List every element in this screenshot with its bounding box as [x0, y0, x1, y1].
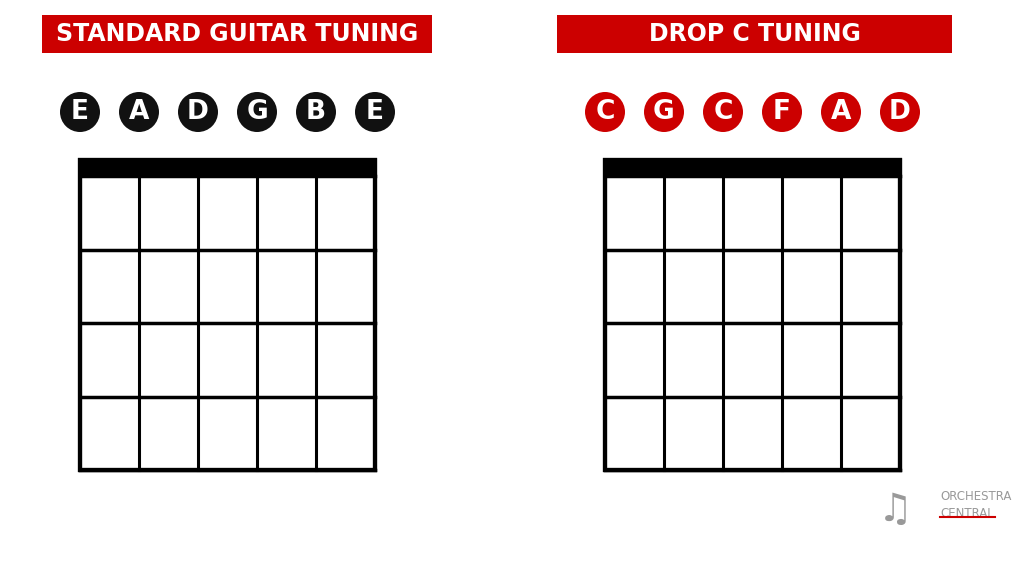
Circle shape: [880, 92, 920, 132]
Circle shape: [296, 92, 336, 132]
Text: C: C: [714, 99, 733, 125]
Circle shape: [237, 92, 278, 132]
Bar: [605, 160, 900, 470]
Bar: [80, 160, 375, 470]
Circle shape: [60, 92, 100, 132]
Text: G: G: [653, 99, 675, 125]
Text: A: A: [129, 99, 150, 125]
Bar: [605, 160, 900, 470]
Text: E: E: [366, 99, 384, 125]
Circle shape: [821, 92, 861, 132]
Circle shape: [585, 92, 625, 132]
Circle shape: [703, 92, 743, 132]
Text: B: B: [306, 99, 326, 125]
Text: STANDARD GUITAR TUNING: STANDARD GUITAR TUNING: [56, 22, 418, 46]
Circle shape: [644, 92, 684, 132]
Circle shape: [119, 92, 159, 132]
Text: D: D: [187, 99, 209, 125]
Bar: [42, 15, 432, 53]
Text: ORCHESTRA
CENTRAL: ORCHESTRA CENTRAL: [940, 490, 1012, 520]
Bar: [80, 160, 375, 176]
Text: ♫: ♫: [878, 491, 912, 529]
Text: C: C: [595, 99, 614, 125]
Text: DROP C TUNING: DROP C TUNING: [648, 22, 860, 46]
Bar: [557, 15, 952, 53]
Bar: [80, 160, 375, 470]
Text: F: F: [773, 99, 791, 125]
Text: A: A: [830, 99, 851, 125]
Text: G: G: [246, 99, 268, 125]
Circle shape: [355, 92, 395, 132]
Circle shape: [178, 92, 218, 132]
Text: E: E: [71, 99, 89, 125]
Bar: [605, 160, 900, 176]
Circle shape: [762, 92, 802, 132]
Text: D: D: [889, 99, 911, 125]
